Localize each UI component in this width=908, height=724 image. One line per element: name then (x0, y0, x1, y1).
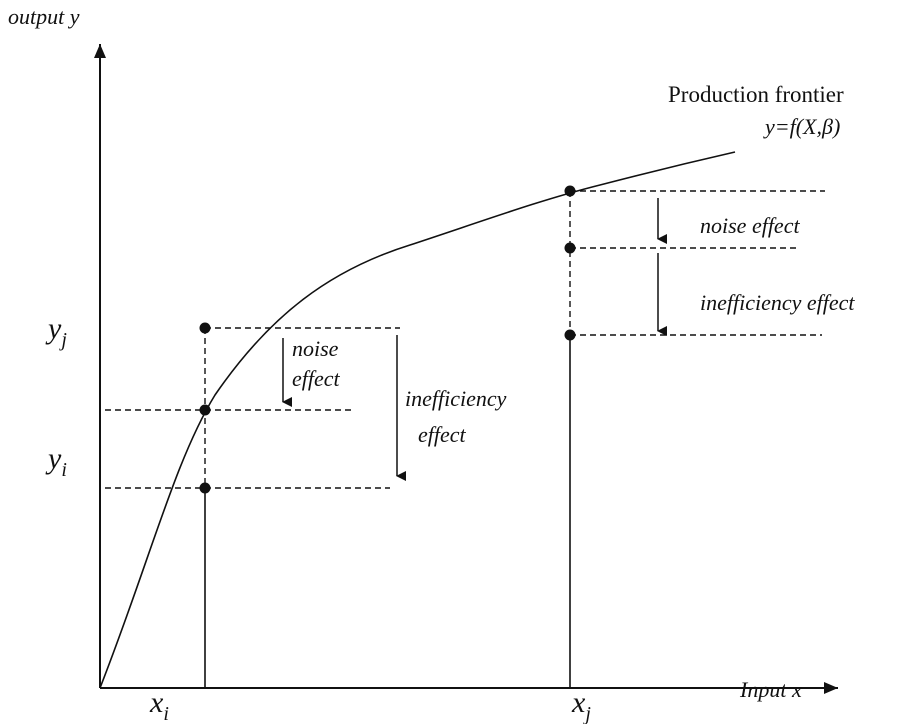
annotation: effect (418, 422, 467, 447)
point (199, 322, 211, 334)
x-label-main: x (149, 686, 164, 719)
point (199, 482, 211, 494)
annotation: inefficiency effect (700, 290, 855, 315)
x-label-main: x (571, 686, 586, 719)
y-axis-label: output y (8, 4, 80, 29)
y-label-main: y (45, 312, 62, 345)
annotation: inefficiency (405, 386, 507, 411)
annotation: effect (292, 366, 341, 391)
annotation: noise (292, 336, 339, 361)
y-label-sub: i (61, 459, 67, 481)
point (199, 404, 211, 416)
y-label: yj (45, 312, 67, 351)
x-label-sub: i (163, 703, 169, 724)
point (564, 185, 576, 197)
x-label-sub: j (582, 703, 591, 724)
point (564, 329, 576, 341)
y-label: yi (45, 442, 67, 481)
frontier-label: Production frontier (668, 82, 844, 107)
x-label: xj (571, 686, 591, 724)
x-label: xi (149, 686, 169, 724)
frontier-formula: y=f(X,β) (763, 114, 840, 139)
y-label-main: y (45, 442, 62, 475)
x-axis-label: Input x (739, 677, 802, 702)
y-label-sub: j (58, 329, 67, 351)
frontier-curve (99, 151, 736, 689)
point (564, 242, 576, 254)
annotation: noise effect (700, 213, 800, 238)
